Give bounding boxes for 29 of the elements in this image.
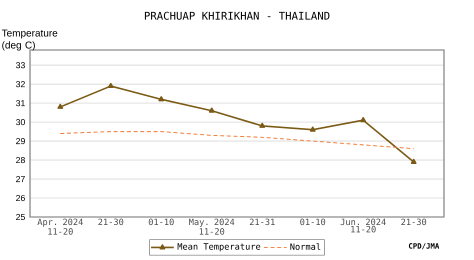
legend-label: Normal (290, 243, 320, 250)
x-tick-label: 21-30 (98, 218, 124, 226)
x-tick-label: Apr. 2024 11-20 (37, 218, 83, 235)
y-axis-title: Temperature (deg C) (2, 30, 58, 51)
x-tick-label: 01-10 (300, 218, 326, 226)
y-tick-label: 33 (16, 62, 25, 68)
x-tick-label: 01-10 (148, 218, 174, 226)
y-tick-label: 26 (16, 194, 25, 202)
y-tick-label: 27 (16, 176, 25, 182)
point (259, 122, 266, 128)
y-tick-label: 29 (16, 138, 25, 144)
legend-label: Mean Temperature (178, 243, 260, 252)
y-tick-label: 25 (16, 214, 25, 220)
point (108, 82, 114, 88)
point (310, 126, 316, 132)
chart-title: PRACHUAP KHIRIKHAN - THAILAND (144, 12, 330, 20)
x-tick-label: Jun. 2024 11-20 (340, 218, 386, 232)
x-tick-label: 21-31 (250, 218, 275, 226)
point (57, 104, 64, 109)
y-tick-label: 30 (16, 119, 25, 126)
y-tick-label: 31 (16, 100, 25, 106)
x-tick-label: May. 2024 11-20 (189, 218, 234, 235)
point (360, 117, 366, 122)
y-tick-label: 32 (16, 81, 25, 88)
y-tick-label: 28 (16, 157, 25, 164)
x-tick-label: 21-30 (401, 218, 426, 226)
point (208, 108, 215, 113)
point (410, 158, 417, 164)
point (158, 96, 164, 102)
